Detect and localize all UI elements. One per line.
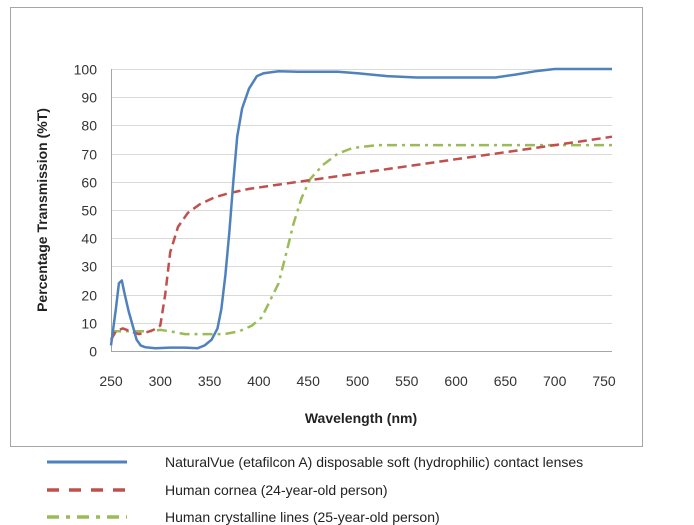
- y-tick-label: 60: [81, 175, 97, 191]
- x-tick-label: 350: [198, 373, 222, 389]
- y-tick-label: 20: [81, 288, 97, 304]
- legend-label-2: Human cornea (24-year-old person): [165, 482, 388, 498]
- x-tick-label: 400: [247, 373, 271, 389]
- y-tick-label: 80: [81, 118, 97, 134]
- x-tick-label: 500: [346, 373, 370, 389]
- series-lines: [109, 67, 613, 350]
- x-tick-labels: 250 300 350 400 450 500 550 600 650 700 750: [99, 373, 616, 389]
- x-tick-label: 700: [543, 373, 567, 389]
- legend-label-3: Human crystalline lines (25-year-old per…: [165, 509, 440, 525]
- y-tick-label: 10: [81, 316, 97, 332]
- x-tick-label: 650: [494, 373, 518, 389]
- x-tick-label: 550: [395, 373, 419, 389]
- series-line-3: [111, 143, 612, 336]
- x-tick-label: 600: [444, 373, 468, 389]
- series-line-2: [109, 135, 613, 341]
- y-tick-label: 70: [81, 147, 97, 163]
- y-tick-label: 90: [81, 90, 97, 106]
- y-tick-labels: 0 10 20 30 40 50 60 70 80 90 100: [74, 62, 98, 360]
- y-tick-label: 0: [89, 344, 97, 360]
- y-tick-label: 100: [74, 62, 98, 78]
- chart-frame: [10, 7, 643, 447]
- x-axis-title: Wavelength (nm): [305, 410, 417, 426]
- x-tick-label: 450: [297, 373, 321, 389]
- legend-label-1: NaturalVue (etafilcon A) disposable soft…: [165, 454, 583, 470]
- y-tick-label: 50: [81, 203, 97, 219]
- legend: NaturalVue (etafilcon A) disposable soft…: [47, 454, 583, 525]
- gridlines: [111, 69, 612, 324]
- y-axis-title: Percentage Transmission (%T): [34, 108, 50, 312]
- y-tick-label: 40: [81, 231, 97, 247]
- y-tick-label: 30: [81, 259, 97, 275]
- x-tick-label: 250: [99, 373, 123, 389]
- x-tick-label: 300: [149, 373, 173, 389]
- series-line-1: [109, 67, 612, 350]
- axes: [111, 69, 612, 352]
- x-tick-label: 750: [592, 373, 616, 389]
